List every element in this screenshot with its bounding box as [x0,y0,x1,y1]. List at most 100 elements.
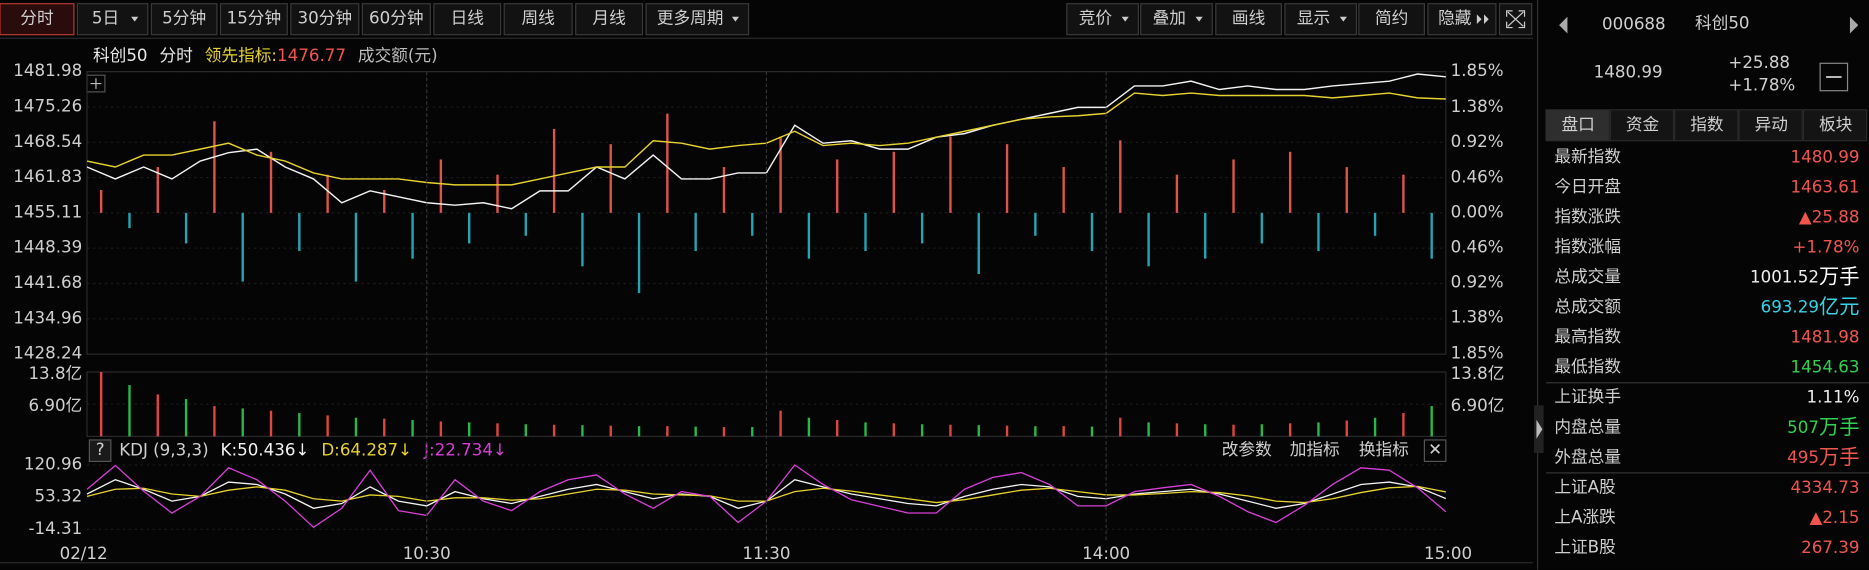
deviation-bar [1402,174,1405,213]
y-tick-label: 1428.24 [13,344,82,363]
help-button[interactable] [88,439,112,463]
row-label: 今日开盘 [1554,177,1621,196]
x-tick-label: 14:00 [1082,544,1130,563]
deviation-bar [298,212,301,252]
volume-bar [1090,426,1094,437]
indicator-header: KDJ (9,3,3) K:50.436↓ D:64.287↓ J:22.734↓ [119,440,507,459]
deviation-bar [892,151,896,213]
expand-button[interactable] [1498,3,1533,36]
toolbar-button[interactable]: 显示 [1284,3,1358,36]
row-unit: 亿元 [1819,294,1860,318]
volume-bar [892,423,896,437]
volume-bar [1232,424,1235,437]
deviation-bar [184,212,188,244]
collapse-button[interactable] [1819,62,1849,92]
prev-arrow[interactable] [1559,16,1568,34]
tab[interactable] [1674,109,1739,142]
row-number: 1480.99 [1791,147,1860,166]
tab[interactable] [1609,109,1675,142]
toolbar-button[interactable]: 15分钟 [219,3,288,36]
x-tick-label: 11:30 [742,544,790,563]
volume-bar [637,426,641,437]
toolbar-button[interactable]: 60分钟 [361,3,431,36]
y-tick-label: 13.8亿 [28,364,82,383]
amount-label: 成交额(元) [358,46,438,65]
toolbar-button[interactable]: 日线 [433,3,502,36]
button-label: 分时 [20,9,54,28]
deviation-bar [552,128,556,213]
volume-bar [1373,417,1377,437]
toolbar-button[interactable]: 简约 [1358,3,1425,36]
button-label: 简约 [1375,9,1408,28]
volume-bar [609,425,612,437]
row-label: 上证换手 [1554,387,1621,406]
tab-label: 指数 [1690,115,1724,134]
button-label: 更多周期 [657,9,724,28]
tab[interactable] [1545,109,1610,142]
row-label: 最新指数 [1554,147,1621,166]
dropdown-arrow [1121,16,1129,22]
deviation-bar [383,189,386,213]
y-tick-label: 6.90亿 [28,396,82,415]
deviation-bar [722,167,726,213]
row-label: 上证B股 [1554,537,1616,556]
button-label: 30分钟 [298,9,353,28]
row-number: ▲25.88 [1799,207,1860,226]
deviation-bar [213,121,216,213]
toolbar-button[interactable]: 分时 [0,3,75,36]
row-unit: 万手 [1819,414,1860,438]
volume-bar [751,427,754,437]
indicator-button[interactable]: 换指标 [1359,440,1409,459]
row-label: 指数涨跌 [1554,207,1621,226]
toolbar-button[interactable]: 周线 [503,3,573,36]
row-unit: 万手 [1819,264,1860,288]
tab[interactable] [1802,109,1868,142]
toolbar-button[interactable]: 30分钟 [290,3,360,36]
toolbar-button[interactable]: 竞价 [1066,3,1139,36]
help-label: ? [96,440,105,459]
deviation-bar [467,212,471,244]
volume-bar [949,424,952,437]
button-frame [503,3,573,36]
volume-bar [779,410,782,437]
tab[interactable] [1738,109,1803,142]
volume-bar [1119,417,1122,437]
deviation-bar [439,159,443,213]
deviation-bar [1175,174,1179,213]
y2-tick-label: 1.85% [1451,61,1504,80]
volume-bar [977,425,980,437]
deviation-bar [1090,212,1094,252]
next-arrow[interactable] [1849,16,1859,34]
deviation-bar [128,212,131,229]
close-frame[interactable] [1423,439,1447,463]
row-value: ▲2.15 [1810,507,1860,526]
toolbar-button[interactable]: 叠加 [1140,3,1213,36]
row-number: 507 [1787,417,1819,436]
volume-bar [1175,423,1179,437]
volume-bar [99,372,103,437]
row-value: 1463.61 [1791,177,1860,196]
y-tick-label: 1448.39 [13,238,82,257]
y-tick-label: 1481.98 [13,61,82,80]
row-value: 1481.98 [1791,327,1860,346]
x-tick-label: 02/12 [60,544,108,563]
button-label: 60分钟 [369,9,424,28]
y2-tick-label: 1.38% [1451,308,1504,327]
row-value: 507万手 [1787,414,1859,438]
y2-tick-label: 0.46% [1451,238,1504,257]
deviation-bar [1232,159,1235,213]
toolbar-button[interactable]: 更多周期 [645,3,750,36]
toolbar-button[interactable]: 5分钟 [150,3,218,36]
row-value: 1001.52万手 [1750,264,1859,288]
button-label: 5日 [92,9,119,28]
deviation-bar [920,212,924,244]
toolbar-button[interactable]: 月线 [575,3,644,36]
toolbar-button[interactable]: 画线 [1215,3,1282,36]
dropdown-arrow [1195,16,1203,22]
toolbar-button[interactable]: 隐藏 [1427,3,1497,36]
volume-bar [1005,425,1009,437]
indicator-button[interactable]: 改参数 [1222,440,1272,459]
indicator-button[interactable]: 加指标 [1290,440,1340,459]
toolbar-button[interactable]: 5日 [76,3,149,36]
button-frame [361,3,431,36]
